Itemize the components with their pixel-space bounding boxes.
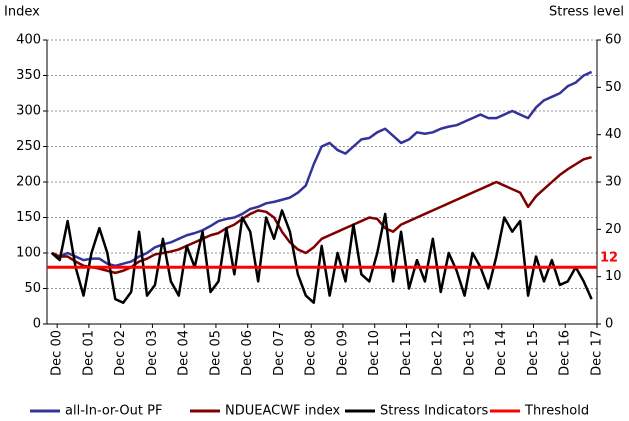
x-tick-label: Dec 11	[399, 330, 414, 376]
x-tick-label: Dec 15	[526, 330, 541, 376]
series-line	[51, 155, 592, 275]
threshold-label: 12	[600, 251, 618, 266]
y-tick-label: 150	[16, 210, 41, 225]
y-tick-label: 250	[16, 139, 41, 154]
y2-tick-label: 30	[605, 175, 622, 190]
x-tick-label: Dec 08	[304, 330, 319, 376]
series-line	[50, 209, 593, 304]
x-tick-label: Dec 12	[431, 330, 446, 376]
y-tick-label: 400	[16, 33, 41, 48]
y2-tick-label: 10	[605, 269, 622, 284]
y2-axis-label: Stress level	[549, 5, 624, 20]
x-tick-label: Dec 14	[494, 330, 509, 376]
y-tick-label: 0	[33, 317, 41, 332]
y-axis-label: Index	[4, 5, 40, 20]
x-tick-label: Dec 07	[272, 330, 287, 376]
legend-label: Threshold	[524, 404, 589, 419]
y-tick-label: 100	[16, 246, 41, 261]
x-tick-label: Dec 06	[240, 330, 255, 376]
y2-tick-label: 40	[605, 127, 622, 142]
y2-tick-label: 0	[605, 317, 613, 332]
x-tick-label: Dec 01	[81, 330, 96, 376]
x-tick-label: Dec 16	[558, 330, 573, 376]
x-tick-label: Dec 17	[590, 330, 605, 376]
x-tick-label: Dec 10	[367, 330, 382, 376]
y-tick-label: 50	[24, 281, 41, 296]
y2-tick-label: 60	[605, 33, 622, 48]
legend-label: all-In-or-Out PF	[65, 404, 162, 419]
y-tick-label: 200	[16, 175, 41, 190]
y-tick-label: 300	[16, 104, 41, 119]
x-tick-label: Dec 02	[113, 330, 128, 376]
x-tick-label: Dec 04	[177, 330, 192, 376]
y2-tick-label: 20	[605, 222, 622, 237]
legend-label: NDUEACWF index	[225, 404, 341, 419]
y2-tick-label: 50	[605, 80, 622, 95]
x-tick-label: Dec 05	[208, 330, 223, 376]
legend-label: Stress Indicators	[380, 404, 489, 419]
series-line	[51, 70, 593, 268]
x-tick-label: Dec 13	[462, 330, 477, 376]
x-tick-label: Dec 00	[50, 330, 65, 376]
y-tick-label: 350	[16, 68, 41, 83]
x-tick-label: Dec 09	[335, 330, 350, 376]
x-tick-label: Dec 03	[145, 330, 160, 376]
